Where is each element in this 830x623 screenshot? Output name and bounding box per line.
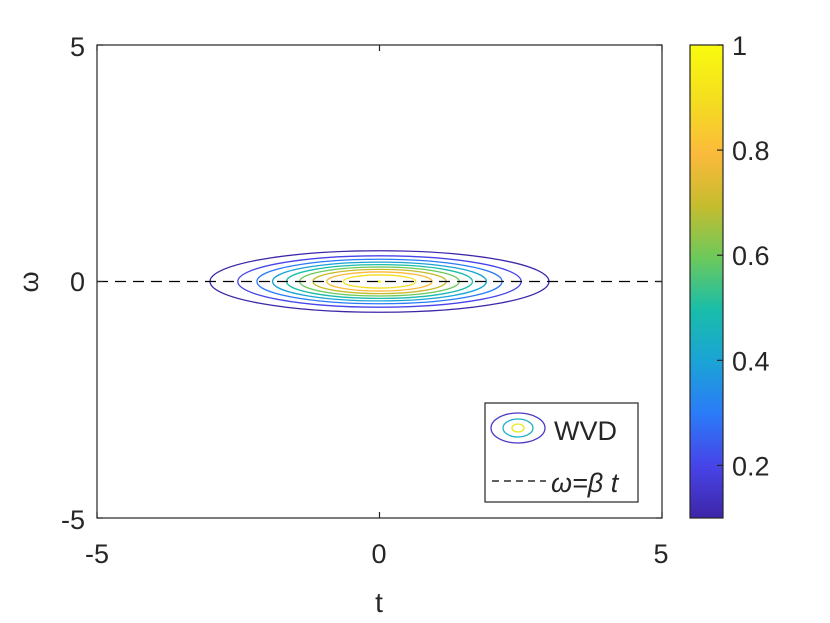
legend: WVD ω=β t <box>484 402 639 503</box>
y-tick-label: 0 <box>70 267 85 297</box>
contour-line <box>326 271 433 292</box>
x-tick-label: -5 <box>85 539 109 569</box>
x-axis-label: t <box>375 587 383 618</box>
x-tick-label: 0 <box>371 539 386 569</box>
colorbar-ticks <box>717 44 723 467</box>
legend-label-wvd: WVD <box>554 416 617 446</box>
contour-line <box>342 274 417 289</box>
legend-contour-icon <box>490 412 546 444</box>
colorbar-tick-label: 0.6 <box>732 241 770 271</box>
colorbar-tick-label: 0.2 <box>732 451 770 481</box>
colorbar-tick-label: 1 <box>732 31 747 61</box>
y-tick-label: 5 <box>70 32 85 62</box>
y-tick-label: -5 <box>61 505 85 535</box>
y-tick-labels: 5 0 -5 <box>61 32 85 535</box>
colorbar-gradient <box>690 45 723 518</box>
x-tick-label: 5 <box>653 539 668 569</box>
legend-label-omega-beta-t: ω=β t <box>551 468 620 498</box>
y-axis-label: ω <box>14 271 44 292</box>
x-tick-labels: -5 0 5 <box>85 539 669 569</box>
axis-ticks <box>96 44 663 519</box>
colorbar-tick-labels: 1 0.8 0.6 0.4 0.2 <box>732 31 770 481</box>
contour-line <box>271 261 488 302</box>
colorbar: 1 0.8 0.6 0.4 0.2 <box>689 31 770 519</box>
colorbar-tick-label: 0.8 <box>732 136 770 166</box>
colorbar-frame <box>689 44 724 519</box>
contour-line <box>377 280 382 283</box>
colorbar-tick-label: 0.4 <box>732 346 770 376</box>
